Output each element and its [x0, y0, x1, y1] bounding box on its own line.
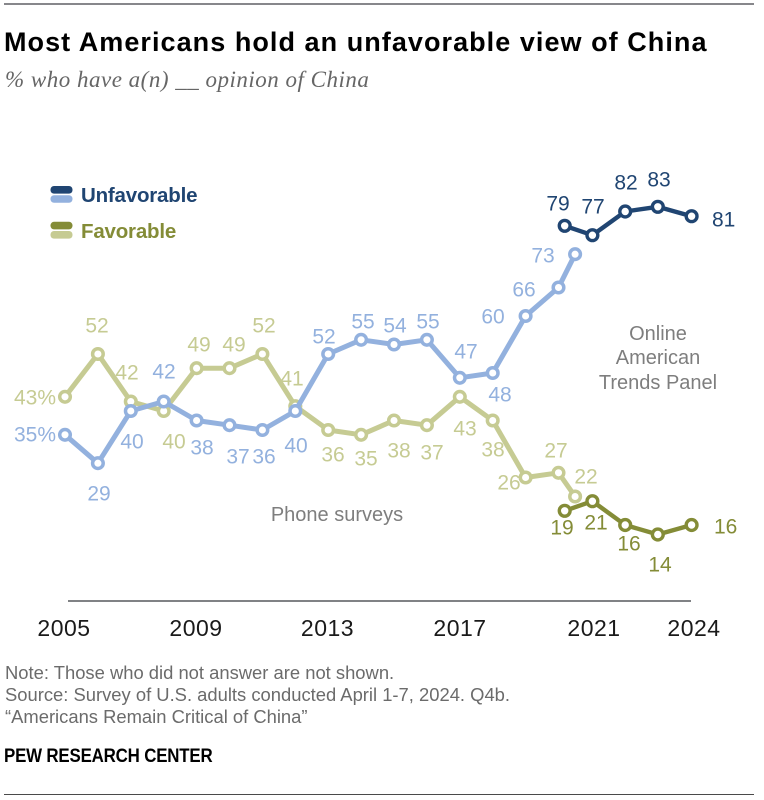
svg-text:82: 82 [614, 172, 637, 195]
svg-text:29: 29 [87, 483, 110, 506]
svg-text:American: American [616, 347, 700, 369]
svg-text:83: 83 [647, 169, 670, 192]
svg-text:66: 66 [512, 279, 535, 302]
svg-text:35%: 35% [14, 424, 56, 447]
svg-text:43: 43 [453, 418, 476, 441]
svg-text:55: 55 [351, 311, 374, 334]
svg-text:43%: 43% [14, 387, 56, 410]
svg-text:Favorable: Favorable [81, 220, 176, 243]
svg-text:2009: 2009 [169, 615, 222, 641]
svg-text:81: 81 [712, 209, 735, 232]
svg-text:48: 48 [488, 384, 511, 407]
svg-text:38: 38 [387, 440, 410, 463]
svg-text:2024: 2024 [667, 615, 720, 641]
svg-text:Online: Online [629, 323, 687, 345]
svg-text:22: 22 [574, 466, 597, 489]
svg-text:2005: 2005 [37, 615, 90, 641]
svg-text:52: 52 [252, 315, 275, 338]
svg-text:52: 52 [312, 326, 335, 349]
svg-text:2017: 2017 [433, 615, 486, 641]
svg-text:38: 38 [481, 439, 504, 462]
svg-text:40: 40 [162, 431, 185, 454]
svg-text:73: 73 [531, 245, 554, 268]
svg-text:35: 35 [354, 448, 377, 471]
svg-text:36: 36 [252, 446, 275, 469]
svg-text:Trends Panel: Trends Panel [599, 372, 717, 394]
svg-text:49: 49 [187, 334, 210, 357]
svg-text:36: 36 [321, 444, 344, 467]
svg-text:49: 49 [222, 334, 245, 357]
svg-text:55: 55 [416, 311, 439, 334]
svg-text:77: 77 [581, 196, 604, 219]
svg-text:Phone surveys: Phone surveys [271, 504, 403, 526]
svg-text:21: 21 [584, 512, 607, 535]
svg-text:42: 42 [152, 361, 175, 384]
svg-text:60: 60 [481, 306, 504, 329]
svg-text:26: 26 [497, 472, 520, 495]
svg-text:38: 38 [190, 437, 213, 460]
svg-text:2013: 2013 [301, 615, 354, 641]
svg-text:27: 27 [544, 440, 567, 463]
svg-text:14: 14 [648, 554, 672, 577]
svg-text:47: 47 [454, 341, 477, 364]
svg-text:2021: 2021 [567, 615, 620, 641]
svg-text:42: 42 [115, 362, 138, 385]
svg-text:Unfavorable: Unfavorable [81, 184, 197, 207]
svg-text:16: 16 [714, 516, 737, 539]
svg-text:40: 40 [284, 435, 307, 458]
svg-text:54: 54 [383, 315, 407, 338]
svg-text:37: 37 [226, 446, 249, 469]
svg-text:41: 41 [280, 368, 303, 391]
svg-text:52: 52 [85, 315, 108, 338]
svg-text:16: 16 [617, 533, 640, 556]
svg-text:40: 40 [120, 431, 143, 454]
svg-text:37: 37 [420, 442, 443, 465]
svg-text:79: 79 [546, 193, 569, 216]
svg-text:19: 19 [550, 517, 573, 540]
